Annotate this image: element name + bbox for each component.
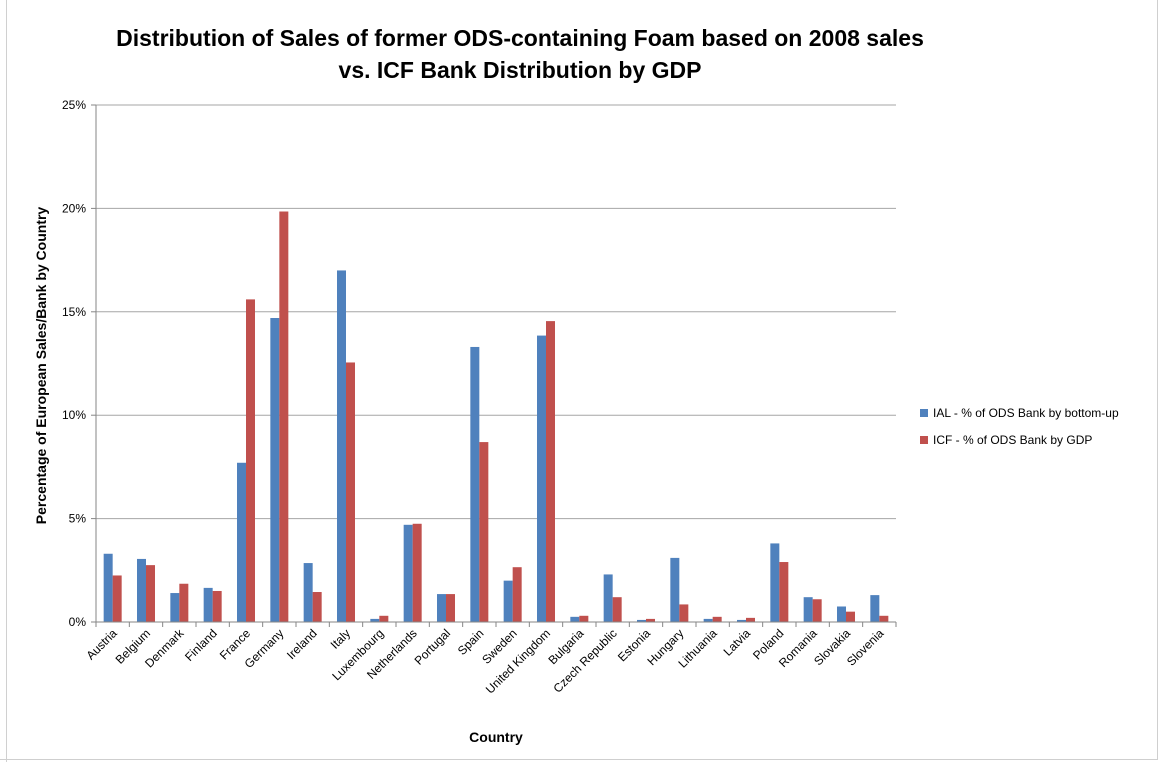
bar-ial-austria [103, 553, 113, 622]
y-tick-label: 10% [62, 408, 86, 422]
bar-icf-luxembourg [379, 615, 389, 622]
x-tick-label: Latvia [721, 626, 754, 659]
x-tick-label: Italy [328, 626, 353, 651]
legend-item-ial: IAL - % of ODS Bank by bottom-up [920, 404, 1119, 421]
y-tick-label: 5% [69, 512, 87, 526]
bar-ial-luxembourg [370, 618, 380, 622]
bar-icf-spain [479, 442, 489, 622]
bar-ial-netherlands [403, 524, 413, 622]
bar-ial-slovenia [870, 595, 880, 622]
bar-ial-ireland [303, 563, 313, 622]
y-axis-ticks: 0% 5% 10% 15% 20% 25% [62, 98, 96, 629]
bar-icf-netherlands [412, 523, 422, 622]
legend-swatch-icf [920, 435, 928, 444]
bar-icf-france [246, 299, 255, 622]
bar-ial-germany [270, 318, 280, 622]
bar-ial-hungary [670, 557, 680, 622]
legend-label-ial: IAL - % of ODS Bank by bottom-up [933, 405, 1119, 420]
bar-ial-romania [803, 597, 813, 622]
x-tick-label: Slovenia [844, 626, 887, 669]
x-tick-label: Portugal [412, 626, 454, 668]
bar-icf-finland [212, 590, 222, 622]
bar-ial-united-kingdom [537, 335, 546, 622]
x-axis-ticks: AustriaBelgiumDenmarkFinlandFranceGerman… [83, 622, 897, 697]
bar-ial-spain [470, 346, 480, 622]
bar-ial-sweden [503, 580, 513, 622]
x-axis-title: Country [469, 729, 523, 745]
bar-icf-estonia [646, 618, 655, 622]
bar-icf-austria [112, 575, 122, 622]
bar-icf-lithuania [712, 616, 722, 622]
bar-icf-ireland [312, 592, 322, 622]
chart-title-line-2: vs. ICF Bank Distribution by GDP [338, 57, 702, 83]
bar-icf-hungary [679, 604, 689, 622]
bar-ial-france [237, 462, 246, 622]
legend-item-icf: ICF - % of ODS Bank by GDP [920, 431, 1119, 448]
x-tick-label: Finland [182, 626, 220, 664]
bar-icf-denmark [179, 583, 189, 622]
y-tick-label: 20% [62, 201, 86, 215]
bar-ial-finland [203, 587, 213, 622]
bar-ial-poland [770, 543, 780, 622]
y-tick-label: 0% [69, 615, 87, 629]
bar-ial-slovakia [837, 606, 846, 622]
legend: IAL - % of ODS Bank by bottom-up ICF - %… [920, 404, 1119, 458]
legend-swatch-ial [920, 408, 928, 417]
page-edge-rule [6, 0, 7, 762]
grid-lines [96, 104, 896, 520]
bar-icf-germany [279, 211, 289, 622]
y-tick-label: 25% [62, 98, 86, 112]
bar-ial-denmark [170, 593, 180, 622]
bar-icf-united-kingdom [546, 321, 555, 622]
bar-icf-slovenia [879, 615, 889, 622]
x-tick-label: Ireland [284, 626, 320, 662]
bar-ial-italy [337, 270, 346, 622]
bar-ial-czech-republic [603, 574, 613, 622]
bar-icf-bulgaria [579, 615, 589, 622]
bar-ial-portugal [437, 594, 446, 622]
bar-ial-bulgaria [570, 616, 580, 622]
bar-ial-latvia [737, 619, 746, 622]
bar-icf-portugal [446, 594, 455, 622]
bar-icf-poland [779, 562, 789, 622]
bar-ial-lithuania [703, 618, 713, 622]
bar-icf-latvia [746, 617, 755, 622]
bar-marks [103, 211, 889, 622]
bar-ial-estonia [637, 619, 646, 622]
bar-icf-belgium [146, 565, 155, 622]
y-axis-title: Percentage of European Sales/Bank by Cou… [33, 207, 49, 525]
chart-title: Distribution of Sales of former ODS-cont… [80, 22, 960, 86]
bar-icf-romania [812, 599, 822, 622]
bar-ial-belgium [137, 558, 146, 622]
chart-title-line-1: Distribution of Sales of former ODS-cont… [116, 25, 924, 51]
legend-label-icf: ICF - % of ODS Bank by GDP [933, 432, 1093, 447]
y-tick-label: 15% [62, 305, 86, 319]
bar-icf-czech-republic [612, 597, 622, 622]
bar-icf-slovakia [846, 611, 855, 622]
bar-icf-sweden [512, 567, 522, 622]
bar-icf-italy [346, 362, 355, 622]
